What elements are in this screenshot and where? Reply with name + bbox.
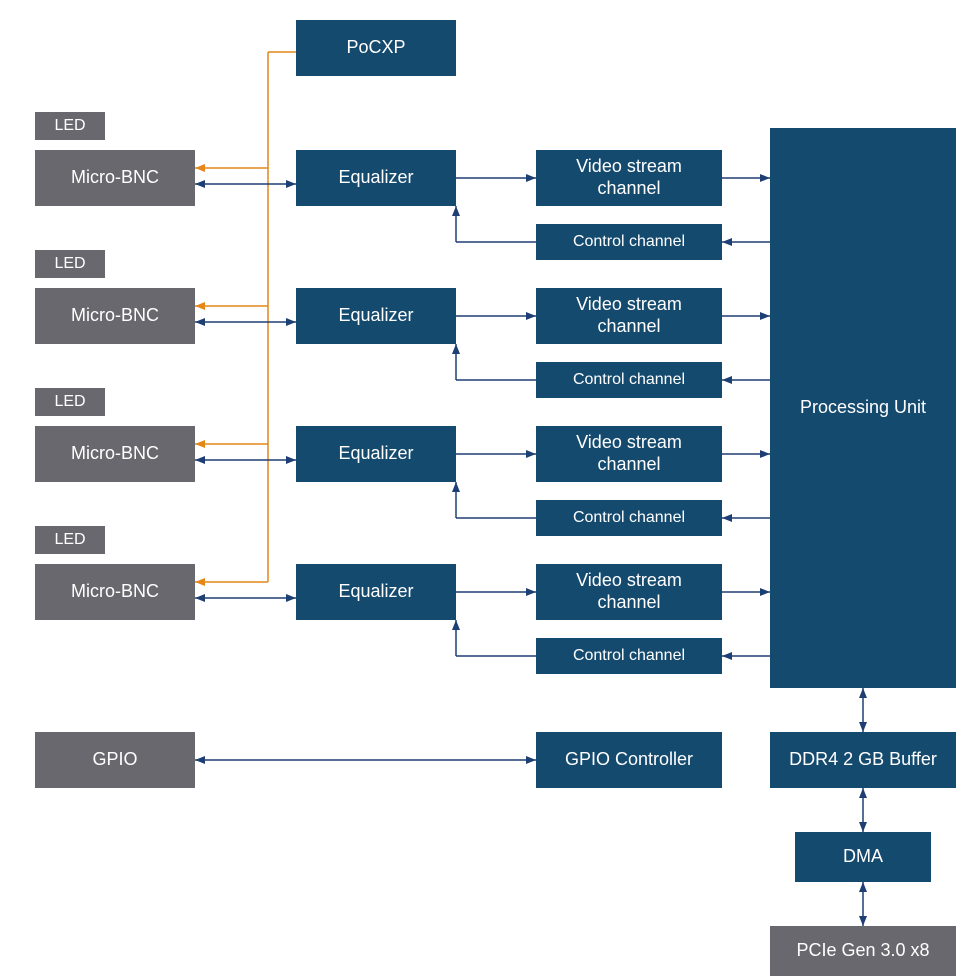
led-badge-0: LED xyxy=(35,112,105,140)
pcie-box: PCIe Gen 3.0 x8 xyxy=(770,926,956,976)
control-channel-box-2-label: Control channel xyxy=(573,508,685,527)
video-stream-box-2: Video stream channel xyxy=(536,426,722,482)
micro-bnc-box-2: Micro-BNC xyxy=(35,426,195,482)
video-stream-box-2-label: Video stream channel xyxy=(544,432,714,475)
control-channel-box-3-label: Control channel xyxy=(573,646,685,665)
led-badge-1: LED xyxy=(35,250,105,278)
micro-bnc-box-0: Micro-BNC xyxy=(35,150,195,206)
led-badge-3-label: LED xyxy=(54,530,85,549)
ddr-buffer-box-label: DDR4 2 GB Buffer xyxy=(789,749,937,771)
video-stream-box-3-label: Video stream channel xyxy=(544,570,714,613)
equalizer-box-1: Equalizer xyxy=(296,288,456,344)
micro-bnc-box-2-label: Micro-BNC xyxy=(71,443,159,465)
equalizer-box-0: Equalizer xyxy=(296,150,456,206)
micro-bnc-box-3: Micro-BNC xyxy=(35,564,195,620)
processing-unit-box-label: Processing Unit xyxy=(800,397,926,419)
pocxp-box: PoCXP xyxy=(296,20,456,76)
block-diagram: PoCXP Processing Unit LED Micro-BNC Equalize… xyxy=(0,0,969,978)
led-badge-2-label: LED xyxy=(54,392,85,411)
gpio-box-label: GPIO xyxy=(92,749,137,771)
equalizer-box-3: Equalizer xyxy=(296,564,456,620)
pcie-box-label: PCIe Gen 3.0 x8 xyxy=(796,940,929,962)
micro-bnc-box-3-label: Micro-BNC xyxy=(71,581,159,603)
pocxp-box-label: PoCXP xyxy=(346,37,405,59)
equalizer-box-1-label: Equalizer xyxy=(338,305,413,327)
equalizer-box-3-label: Equalizer xyxy=(338,581,413,603)
micro-bnc-box-1-label: Micro-BNC xyxy=(71,305,159,327)
control-channel-box-1-label: Control channel xyxy=(573,370,685,389)
processing-unit-box: Processing Unit xyxy=(770,128,956,688)
equalizer-box-0-label: Equalizer xyxy=(338,167,413,189)
dma-box: DMA xyxy=(795,832,931,882)
video-stream-box-1: Video stream channel xyxy=(536,288,722,344)
video-stream-box-1-label: Video stream channel xyxy=(544,294,714,337)
equalizer-box-2: Equalizer xyxy=(296,426,456,482)
video-stream-box-3: Video stream channel xyxy=(536,564,722,620)
control-channel-box-0-label: Control channel xyxy=(573,232,685,251)
gpio-controller-box-label: GPIO Controller xyxy=(565,749,693,771)
control-channel-box-0: Control channel xyxy=(536,224,722,260)
video-stream-box-0-label: Video stream channel xyxy=(544,156,714,199)
control-channel-box-3: Control channel xyxy=(536,638,722,674)
equalizer-box-2-label: Equalizer xyxy=(338,443,413,465)
dma-box-label: DMA xyxy=(843,846,883,868)
led-badge-1-label: LED xyxy=(54,254,85,273)
control-channel-box-1: Control channel xyxy=(536,362,722,398)
micro-bnc-box-0-label: Micro-BNC xyxy=(71,167,159,189)
micro-bnc-box-1: Micro-BNC xyxy=(35,288,195,344)
led-badge-0-label: LED xyxy=(54,116,85,135)
control-channel-box-2: Control channel xyxy=(536,500,722,536)
video-stream-box-0: Video stream channel xyxy=(536,150,722,206)
ddr-buffer-box: DDR4 2 GB Buffer xyxy=(770,732,956,788)
led-badge-3: LED xyxy=(35,526,105,554)
gpio-box: GPIO xyxy=(35,732,195,788)
led-badge-2: LED xyxy=(35,388,105,416)
gpio-controller-box: GPIO Controller xyxy=(536,732,722,788)
